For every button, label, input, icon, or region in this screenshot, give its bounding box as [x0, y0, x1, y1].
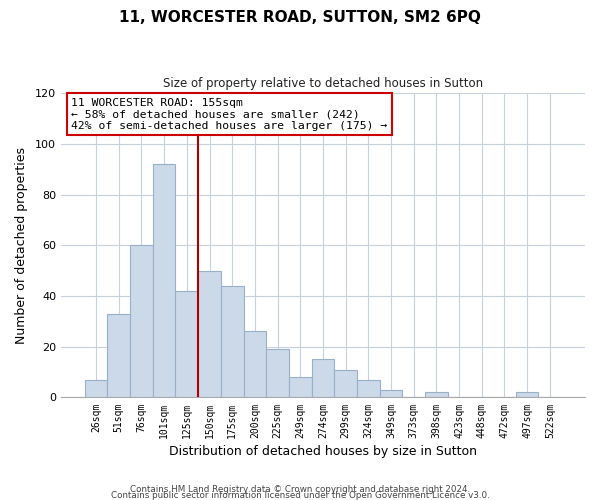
Text: Contains public sector information licensed under the Open Government Licence v3: Contains public sector information licen…: [110, 490, 490, 500]
X-axis label: Distribution of detached houses by size in Sutton: Distribution of detached houses by size …: [169, 444, 477, 458]
Bar: [85, 380, 107, 398]
Bar: [289, 377, 311, 398]
Text: Contains HM Land Registry data © Crown copyright and database right 2024.: Contains HM Land Registry data © Crown c…: [130, 484, 470, 494]
Bar: [198, 270, 221, 398]
Bar: [266, 349, 289, 398]
Title: Size of property relative to detached houses in Sutton: Size of property relative to detached ho…: [163, 78, 483, 90]
Bar: [357, 380, 380, 398]
Bar: [244, 332, 266, 398]
Bar: [221, 286, 244, 398]
Bar: [380, 390, 403, 398]
Bar: [175, 291, 198, 398]
Bar: [107, 314, 130, 398]
Text: 11, WORCESTER ROAD, SUTTON, SM2 6PQ: 11, WORCESTER ROAD, SUTTON, SM2 6PQ: [119, 10, 481, 25]
Bar: [311, 360, 334, 398]
Bar: [153, 164, 175, 398]
Text: 11 WORCESTER ROAD: 155sqm
← 58% of detached houses are smaller (242)
42% of semi: 11 WORCESTER ROAD: 155sqm ← 58% of detac…: [71, 98, 388, 131]
Y-axis label: Number of detached properties: Number of detached properties: [15, 147, 28, 344]
Bar: [334, 370, 357, 398]
Bar: [516, 392, 538, 398]
Bar: [130, 245, 153, 398]
Bar: [425, 392, 448, 398]
